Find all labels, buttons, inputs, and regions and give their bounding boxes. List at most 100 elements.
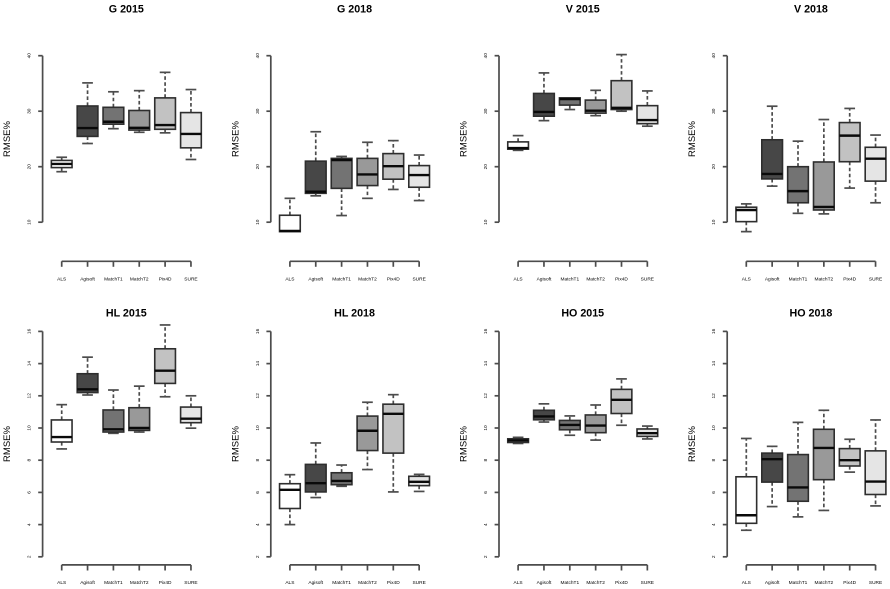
svg-text:SURE: SURE xyxy=(869,277,882,283)
svg-text:30: 30 xyxy=(711,108,717,114)
svg-text:MatchT2: MatchT2 xyxy=(130,580,149,586)
svg-text:MatchT2: MatchT2 xyxy=(586,277,605,283)
svg-text:SURE: SURE xyxy=(412,580,425,586)
svg-text:MatchT1: MatchT1 xyxy=(560,277,579,283)
svg-text:Agisoft: Agisoft xyxy=(765,277,780,283)
svg-text:MatchT2: MatchT2 xyxy=(130,277,149,283)
svg-text:6: 6 xyxy=(255,491,261,494)
svg-text:Pix4D: Pix4D xyxy=(159,580,172,586)
svg-text:2: 2 xyxy=(711,555,717,558)
svg-text:SURE: SURE xyxy=(641,580,654,586)
svg-text:MatchT1: MatchT1 xyxy=(104,277,123,283)
svg-text:40: 40 xyxy=(711,53,717,59)
svg-text:MatchT1: MatchT1 xyxy=(104,580,123,586)
svg-text:40: 40 xyxy=(27,53,33,59)
svg-text:Pix4D: Pix4D xyxy=(387,580,400,586)
svg-text:40: 40 xyxy=(255,53,261,59)
svg-text:14: 14 xyxy=(711,361,717,367)
svg-text:16: 16 xyxy=(483,328,489,334)
svg-text:40: 40 xyxy=(483,53,489,59)
svg-text:10: 10 xyxy=(27,425,33,431)
svg-text:SURE: SURE xyxy=(184,580,197,586)
svg-text:RMSE%: RMSE% xyxy=(230,121,241,157)
svg-text:V 2018: V 2018 xyxy=(794,4,828,16)
svg-text:MatchT2: MatchT2 xyxy=(358,277,377,283)
svg-text:4: 4 xyxy=(255,523,261,526)
svg-text:ALS: ALS xyxy=(57,580,66,586)
svg-text:MatchT1: MatchT1 xyxy=(332,580,351,586)
svg-text:Pix4D: Pix4D xyxy=(615,580,628,586)
svg-text:20: 20 xyxy=(27,164,33,170)
svg-text:ALS: ALS xyxy=(285,277,294,283)
svg-text:ALS: ALS xyxy=(285,580,294,586)
svg-text:4: 4 xyxy=(27,523,33,526)
svg-text:Agisoft: Agisoft xyxy=(80,277,95,283)
svg-text:Agisoft: Agisoft xyxy=(765,580,780,586)
svg-text:4: 4 xyxy=(711,523,717,526)
svg-text:ALS: ALS xyxy=(514,277,523,283)
svg-text:2: 2 xyxy=(483,555,489,558)
svg-text:8: 8 xyxy=(711,459,717,462)
svg-text:MatchT2: MatchT2 xyxy=(815,277,834,283)
svg-text:Agisoft: Agisoft xyxy=(537,277,552,283)
svg-text:ALS: ALS xyxy=(514,580,523,586)
svg-text:MatchT2: MatchT2 xyxy=(815,580,834,586)
svg-text:MatchT1: MatchT1 xyxy=(789,277,808,283)
svg-text:Agisoft: Agisoft xyxy=(308,277,323,283)
svg-text:12: 12 xyxy=(483,393,489,399)
svg-text:SURE: SURE xyxy=(641,277,654,283)
svg-text:G 2018: G 2018 xyxy=(337,4,372,16)
svg-text:HL 2018: HL 2018 xyxy=(334,308,375,320)
svg-text:30: 30 xyxy=(483,108,489,114)
svg-text:RMSE%: RMSE% xyxy=(2,426,13,462)
svg-text:4: 4 xyxy=(483,523,489,526)
svg-text:6: 6 xyxy=(483,491,489,494)
svg-text:RMSE%: RMSE% xyxy=(687,121,698,157)
svg-text:10: 10 xyxy=(711,425,717,431)
svg-text:Agisoft: Agisoft xyxy=(537,580,552,586)
svg-text:8: 8 xyxy=(255,459,261,462)
svg-text:MatchT2: MatchT2 xyxy=(358,580,377,586)
svg-text:8: 8 xyxy=(483,459,489,462)
svg-text:10: 10 xyxy=(255,219,261,225)
svg-text:8: 8 xyxy=(27,459,33,462)
svg-text:20: 20 xyxy=(711,164,717,170)
svg-text:20: 20 xyxy=(255,164,261,170)
svg-text:HL 2015: HL 2015 xyxy=(106,308,147,320)
svg-text:20: 20 xyxy=(483,164,489,170)
svg-text:2: 2 xyxy=(27,555,33,558)
svg-text:14: 14 xyxy=(255,361,261,367)
svg-text:16: 16 xyxy=(27,328,33,334)
svg-text:16: 16 xyxy=(255,328,261,334)
svg-text:Pix4D: Pix4D xyxy=(387,277,400,283)
svg-text:6: 6 xyxy=(711,491,717,494)
svg-text:HO 2015: HO 2015 xyxy=(561,308,604,320)
svg-text:Pix4D: Pix4D xyxy=(843,277,856,283)
svg-text:10: 10 xyxy=(711,219,717,225)
svg-text:14: 14 xyxy=(483,361,489,367)
svg-text:SURE: SURE xyxy=(412,277,425,283)
svg-text:10: 10 xyxy=(483,219,489,225)
svg-text:RMSE%: RMSE% xyxy=(459,121,470,157)
svg-text:RMSE%: RMSE% xyxy=(687,426,698,462)
svg-text:Pix4D: Pix4D xyxy=(843,580,856,586)
svg-text:16: 16 xyxy=(711,328,717,334)
svg-text:10: 10 xyxy=(255,425,261,431)
svg-text:12: 12 xyxy=(27,393,33,399)
svg-text:SURE: SURE xyxy=(184,277,197,283)
svg-text:30: 30 xyxy=(255,108,261,114)
svg-text:12: 12 xyxy=(711,393,717,399)
svg-text:Agisoft: Agisoft xyxy=(308,580,323,586)
svg-text:V 2015: V 2015 xyxy=(566,4,600,16)
svg-text:ALS: ALS xyxy=(742,277,751,283)
svg-text:HO 2018: HO 2018 xyxy=(790,308,833,320)
svg-text:MatchT1: MatchT1 xyxy=(560,580,579,586)
svg-text:ALS: ALS xyxy=(742,580,751,586)
svg-text:ALS: ALS xyxy=(57,277,66,283)
svg-text:10: 10 xyxy=(483,425,489,431)
svg-text:MatchT2: MatchT2 xyxy=(586,580,605,586)
svg-text:RMSE%: RMSE% xyxy=(2,121,13,157)
svg-text:6: 6 xyxy=(27,491,33,494)
svg-text:Pix4D: Pix4D xyxy=(159,277,172,283)
svg-text:14: 14 xyxy=(27,361,33,367)
